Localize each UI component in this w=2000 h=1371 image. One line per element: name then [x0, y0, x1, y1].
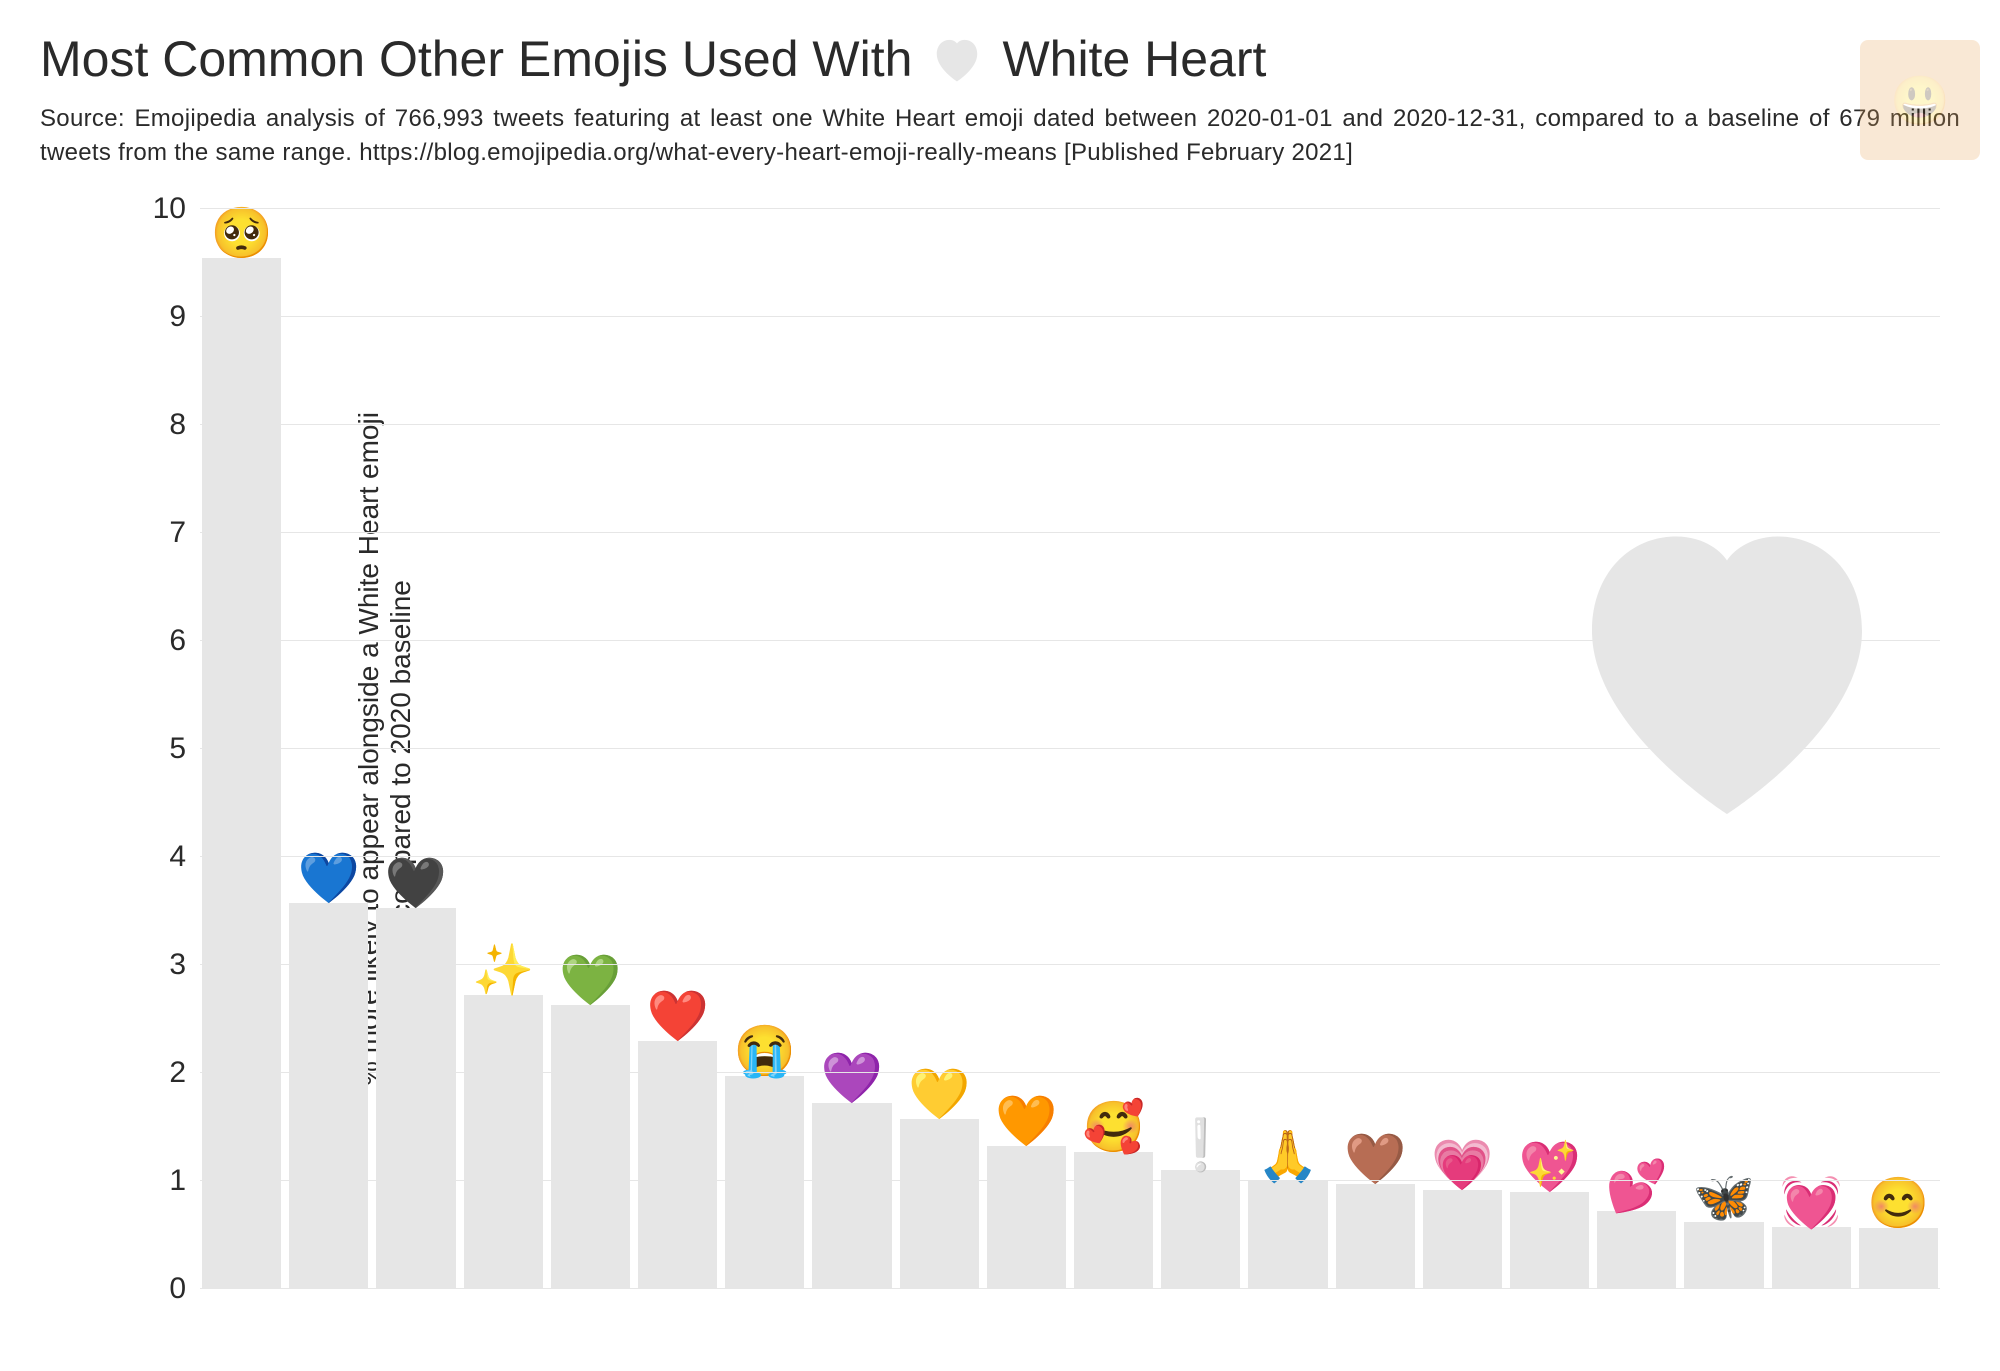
bar-slot-blue-heart: 💙	[289, 209, 368, 1289]
grid-line	[200, 1072, 1940, 1073]
folded-hands-icon: 🙏	[1257, 1131, 1319, 1181]
chart: % more likely to appear alongside a Whit…	[40, 209, 1960, 1289]
growing-heart-icon: 💗	[1431, 1140, 1493, 1190]
sparkling-heart-icon: 💖	[1519, 1142, 1581, 1192]
bar-yellow-heart: 💛	[900, 1119, 979, 1290]
grid-line	[200, 316, 1940, 317]
grid-line	[200, 1180, 1940, 1181]
blue-heart-icon: 💙	[298, 853, 360, 903]
bar-slot-orange-heart: 🧡	[987, 209, 1066, 1289]
sparkles-icon: ✨	[472, 945, 534, 995]
bar-slot-growing-heart: 💗	[1423, 209, 1502, 1289]
bar-red-heart: ❤️	[638, 1041, 717, 1289]
y-tick-label: 5	[169, 732, 186, 766]
bar-slot-green-heart: 💚	[551, 209, 630, 1289]
bar-two-hearts: 💕	[1597, 1211, 1676, 1289]
brown-heart-icon: 🤎	[1344, 1134, 1406, 1184]
orange-heart-icon: 🧡	[995, 1096, 1057, 1146]
grid-line	[200, 1288, 1940, 1289]
bar-slot-folded-hands: 🙏	[1248, 209, 1327, 1289]
yellow-heart-icon: 💛	[908, 1069, 970, 1119]
bar-slot-pleading-face: 🥺	[202, 209, 281, 1289]
white-heart-icon	[930, 34, 984, 84]
pleading-face-icon: 🥺	[210, 208, 272, 258]
bar-sparkling-heart: 💖	[1510, 1192, 1589, 1289]
bar-slot-black-heart: 🖤	[376, 209, 455, 1289]
bar-growing-heart: 💗	[1423, 1190, 1502, 1289]
chart-title: Most Common Other Emojis Used With White…	[40, 30, 1960, 88]
bar-blue-heart: 💙	[289, 903, 368, 1290]
badge-icon: 😃	[1860, 40, 1980, 160]
grid-line	[200, 424, 1940, 425]
y-tick-label: 1	[169, 1164, 186, 1198]
bar-green-heart: 💚	[551, 1005, 630, 1289]
y-tick-label: 8	[169, 408, 186, 442]
bar-beating-heart: 💓	[1772, 1227, 1851, 1290]
beating-heart-icon: 💓	[1780, 1177, 1842, 1227]
y-tick-label: 7	[169, 516, 186, 550]
title-pre: Most Common Other Emojis Used With	[40, 30, 912, 88]
bar-purple-heart: 💜	[812, 1103, 891, 1289]
y-tick-label: 9	[169, 300, 186, 334]
bar-slot-smiling-hearts: 🥰	[1074, 209, 1153, 1289]
green-heart-icon: 💚	[559, 955, 621, 1005]
grid-line	[200, 964, 1940, 965]
bar-slot-sparkles: ✨	[464, 209, 543, 1289]
big-white-heart-decor	[1542, 499, 1912, 829]
y-tick-label: 3	[169, 948, 186, 982]
red-heart-icon: ❤️	[646, 991, 708, 1041]
bar-smiling-blush: 😊	[1859, 1228, 1938, 1290]
loudly-crying-face-icon: 😭	[734, 1026, 796, 1076]
source-text: Source: Emojipedia analysis of 766,993 t…	[40, 102, 1960, 169]
bar-folded-hands: 🙏	[1248, 1181, 1327, 1289]
black-heart-icon: 🖤	[385, 858, 447, 908]
bar-orange-heart: 🧡	[987, 1146, 1066, 1290]
bar-slot-purple-heart: 💜	[812, 209, 891, 1289]
y-tick-label: 6	[169, 624, 186, 658]
grid-line	[200, 208, 1940, 209]
bar-slot-brown-heart: 🤎	[1336, 209, 1415, 1289]
smiling-blush-icon: 😊	[1867, 1178, 1929, 1228]
bar-slot-white-exclamation: ❕	[1161, 209, 1240, 1289]
purple-heart-icon: 💜	[821, 1053, 883, 1103]
y-tick-label: 10	[153, 192, 186, 226]
bar-brown-heart: 🤎	[1336, 1184, 1415, 1289]
emojipedia-badge: 😃	[1860, 40, 1980, 160]
grid-line	[200, 856, 1940, 857]
y-tick-label: 2	[169, 1056, 186, 1090]
two-hearts-icon: 💕	[1606, 1161, 1668, 1211]
bar-slot-yellow-heart: 💛	[900, 209, 979, 1289]
y-tick-label: 0	[169, 1272, 186, 1306]
bar-sparkles: ✨	[464, 995, 543, 1289]
badge-emoji: 😃	[1890, 72, 1950, 129]
bar-slot-loudly-crying-face: 😭	[725, 209, 804, 1289]
y-tick-label: 4	[169, 840, 186, 874]
bar-butterfly: 🦋	[1684, 1222, 1763, 1289]
smiling-hearts-icon: 🥰	[1082, 1102, 1144, 1152]
bar-slot-red-heart: ❤️	[638, 209, 717, 1289]
page: 😃 Most Common Other Emojis Used With Whi…	[0, 0, 2000, 1371]
bar-pleading-face: 🥺	[202, 258, 281, 1289]
title-post: White Heart	[1002, 30, 1266, 88]
white-exclamation-icon: ❕	[1170, 1120, 1232, 1170]
bar-white-exclamation: ❕	[1161, 1170, 1240, 1289]
bar-loudly-crying-face: 😭	[725, 1076, 804, 1289]
bar-smiling-hearts: 🥰	[1074, 1152, 1153, 1289]
